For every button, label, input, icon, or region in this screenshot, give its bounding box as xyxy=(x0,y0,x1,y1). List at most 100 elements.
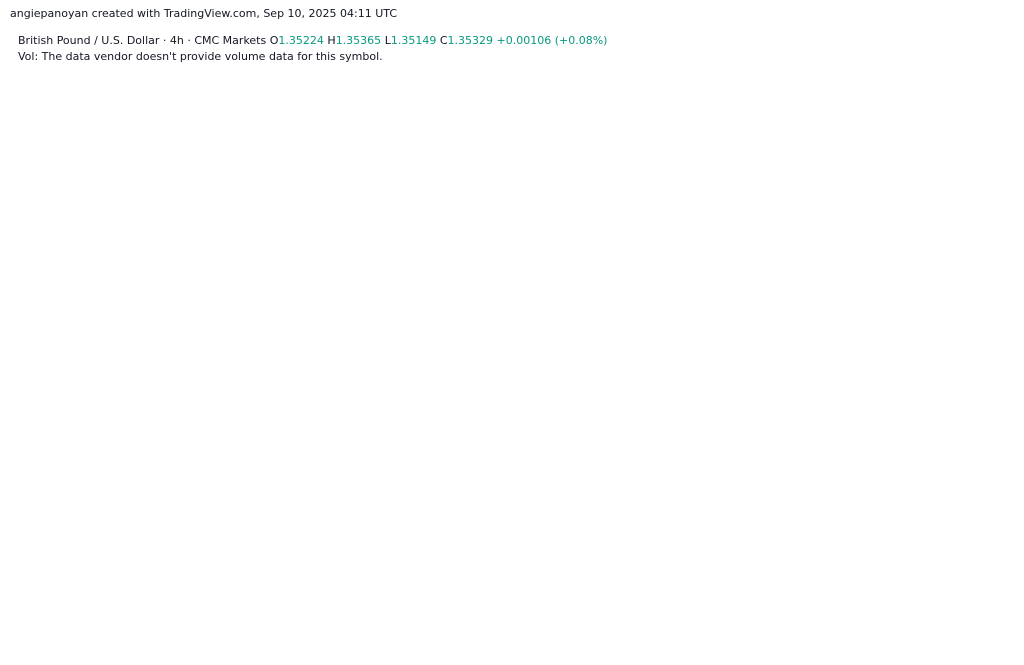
symbol: British Pound / U.S. Dollar · 4h · CMC M… xyxy=(18,34,267,47)
candle-body xyxy=(884,173,889,188)
x-tick-label: 5 xyxy=(787,589,794,602)
candle-body xyxy=(610,184,615,199)
candle-body xyxy=(230,92,235,116)
price-label: 1.35329 xyxy=(960,162,1006,175)
candle-body xyxy=(717,369,722,381)
brand-logo xyxy=(12,629,38,644)
candle-body xyxy=(765,282,770,303)
candle-body xyxy=(467,173,472,177)
brand: TradingView xyxy=(44,626,156,647)
candle-body xyxy=(592,201,597,209)
candle-body xyxy=(568,222,573,279)
candle-body xyxy=(337,208,342,213)
candle-body xyxy=(598,194,603,202)
ohlc-value: 1.35365 xyxy=(335,34,382,47)
candle-body xyxy=(331,208,336,210)
candle-body xyxy=(414,260,419,279)
candle-body xyxy=(378,229,383,255)
candle-body xyxy=(711,380,716,412)
candle-body xyxy=(200,198,205,202)
candle-body xyxy=(557,274,562,286)
candle-body xyxy=(366,236,371,244)
ohlc-label: L xyxy=(384,34,391,47)
candle-body xyxy=(777,292,782,317)
change: +0.00106 (+0.08%) xyxy=(496,34,608,47)
candle-body xyxy=(759,299,764,303)
candle-body xyxy=(128,264,133,279)
candle-body xyxy=(396,257,401,269)
candle-body xyxy=(515,250,520,258)
candle-body xyxy=(408,260,413,272)
candle-body xyxy=(265,152,270,174)
candle-body xyxy=(247,129,252,153)
candle-body xyxy=(93,288,98,293)
candle-body xyxy=(170,288,175,303)
candle-body xyxy=(63,404,68,423)
candle-body xyxy=(604,184,609,195)
countdown: 48:12 xyxy=(967,175,999,188)
candle-body xyxy=(461,173,466,321)
candle-body xyxy=(152,313,157,321)
candle-body xyxy=(479,184,484,188)
candle-body xyxy=(325,194,330,209)
candle-body xyxy=(277,138,282,146)
candle-body xyxy=(75,327,80,391)
candle-body xyxy=(117,288,122,314)
candle-body xyxy=(485,184,490,202)
candle-body xyxy=(890,184,895,188)
candle-body xyxy=(348,201,353,216)
candle-body xyxy=(384,229,389,265)
candle-body xyxy=(342,201,347,213)
candle-body xyxy=(800,194,805,251)
candle-body xyxy=(771,282,776,293)
candle-body xyxy=(574,212,579,223)
candle-body xyxy=(432,310,437,325)
ohlc-label: C xyxy=(439,34,448,47)
candle-body xyxy=(788,264,793,286)
candle-body xyxy=(188,208,193,227)
candle-body xyxy=(33,492,38,510)
candle-body xyxy=(747,285,752,293)
candle-body xyxy=(842,152,847,172)
candle-body xyxy=(212,129,217,139)
candle-body xyxy=(21,478,26,498)
candle-body xyxy=(140,271,145,286)
candle-body xyxy=(681,152,686,160)
candle-body xyxy=(586,204,591,209)
candle-body xyxy=(134,264,139,272)
candle-body xyxy=(295,143,300,149)
candle-body xyxy=(753,292,758,300)
candle-body xyxy=(283,138,288,146)
x-tick-label: 27 xyxy=(540,589,554,602)
legend-row: British Pound / U.S. Dollar · 4h · CMC M… xyxy=(18,34,607,47)
candle-body xyxy=(866,115,871,118)
chart-frame xyxy=(8,25,1014,608)
candle-body xyxy=(634,222,639,258)
candle-body xyxy=(551,271,556,275)
candle-body xyxy=(652,180,657,202)
x-tick-label: 3 xyxy=(722,589,729,602)
candle-body xyxy=(699,313,704,363)
candle-body xyxy=(658,173,663,181)
x-tick-label: 9 xyxy=(859,589,866,602)
candle-body xyxy=(81,306,86,328)
candle-body xyxy=(27,478,32,493)
candle-body xyxy=(319,173,324,195)
candle-body xyxy=(794,250,799,265)
candle-body xyxy=(622,208,627,230)
x-tick-label: 15 xyxy=(261,589,275,602)
candle-body xyxy=(860,115,865,144)
candle-body xyxy=(45,446,50,514)
candle-body xyxy=(39,509,44,514)
candle-body xyxy=(176,264,181,289)
ohlc-value: 1.35224 xyxy=(278,34,324,47)
ohlc-label: H xyxy=(327,34,336,47)
candle-body xyxy=(426,299,431,311)
x-tick-label: 24 xyxy=(463,589,477,602)
x-tick-label: 21 xyxy=(403,589,417,602)
candle-body xyxy=(735,310,740,342)
candle-body xyxy=(122,278,127,289)
candle-body xyxy=(527,236,532,247)
candle-body xyxy=(741,285,746,311)
